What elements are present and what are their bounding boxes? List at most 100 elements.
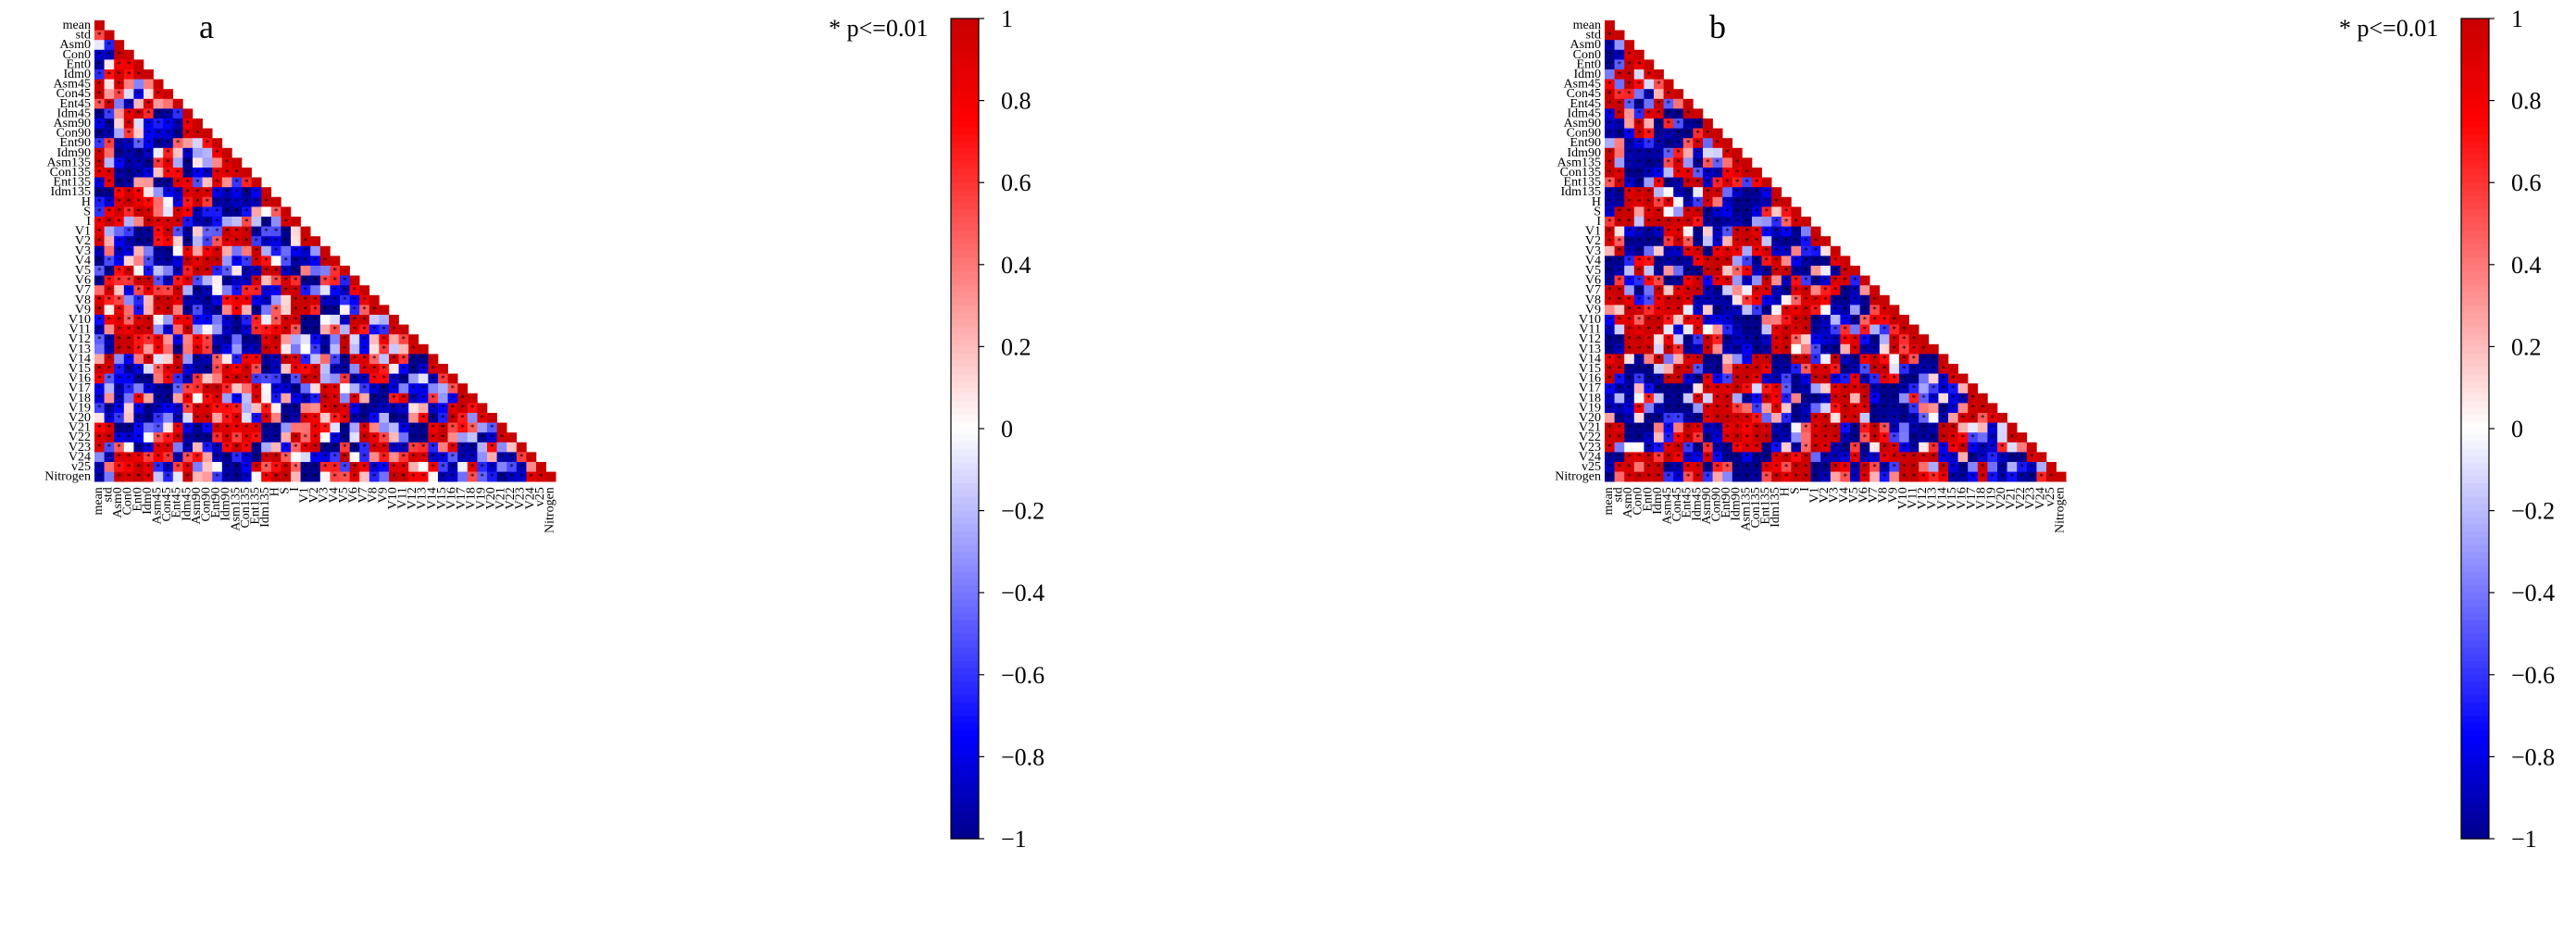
heatmap-cell [1752,393,1762,404]
significance-marker: * [1961,432,1966,442]
significance-marker: * [1706,453,1710,462]
significance-marker: * [1774,334,1779,343]
heatmap-cell [1703,275,1713,286]
significance-marker: * [1676,383,1681,393]
heatmap-cell [1614,187,1625,198]
heatmap-cell [202,373,213,384]
heatmap-cell [193,226,203,237]
significance-marker: * [1735,432,1740,442]
heatmap-cell [1682,118,1694,129]
significance-marker: * [1725,423,1730,432]
significance-marker: * [1744,168,1749,177]
heatmap-cell [251,471,262,482]
heatmap-cell [144,226,154,237]
heatmap-cell [163,294,174,305]
heatmap-cell [261,305,272,316]
colorbar-segment [2461,455,2489,464]
heatmap-cell [1968,452,1979,463]
heatmap-cell [1693,226,1704,237]
colorbar-segment [2461,120,2489,129]
heatmap-cell [231,471,243,482]
significance-marker: * [195,168,200,177]
heatmap-cell [1899,471,1909,482]
heatmap-cell [153,285,164,296]
heatmap-cell [1761,324,1772,335]
heatmap-cell [1801,334,1811,345]
heatmap-cell [1633,393,1644,404]
significance-marker: * [2000,472,2005,481]
significance-marker: * [274,364,279,373]
significance-marker: * [1765,197,1769,206]
heatmap-cell [144,364,154,374]
heatmap-cell [231,324,243,335]
significance-marker: * [176,256,181,266]
significance-marker: * [1843,334,1847,343]
heatmap-cell [1761,285,1772,296]
significance-marker: * [2020,462,2024,471]
heatmap-cell [221,266,232,276]
significance-marker: * [274,383,279,393]
significance-marker: * [1667,276,1671,285]
heatmap-cell [340,383,350,394]
significance-marker: * [225,227,230,236]
significance-marker: * [1735,315,1740,324]
colorbar-segment [2461,25,2489,33]
heatmap-cell [94,196,105,207]
heatmap-cell [1899,373,1909,384]
significance-marker: * [195,295,200,305]
heatmap-cell [300,226,311,237]
colorbar-segment [951,585,979,593]
heatmap-cell [1673,285,1684,296]
significance-marker: * [392,404,396,413]
heatmap-b: *** * ** * * ** * ** * * ** * * * ** * * * * ** * * * * * * ** * * * *… [1555,6,2555,853]
significance-marker: * [1823,393,1828,403]
significance-marker: * [127,60,131,69]
heatmap-cell [281,245,292,256]
significance-marker: * [146,374,151,383]
heatmap-cell [330,334,341,345]
significance-marker: * [117,325,121,334]
significance-marker: * [1932,364,1936,373]
heatmap-cell [369,413,380,423]
heatmap-cell [193,324,203,335]
heatmap-cell [94,393,105,404]
significance-marker: * [136,138,141,147]
heatmap-cell [310,343,321,355]
significance-marker: * [1686,472,1691,481]
heatmap-cell [270,413,281,423]
heatmap-cell [1742,294,1753,305]
heatmap-cell [1605,40,1615,51]
heatmap-cell [133,59,144,70]
heatmap-cell [1722,157,1733,168]
heatmap-cell [1781,442,1792,453]
significance-marker: * [136,168,141,177]
significance-marker: * [1823,334,1828,343]
heatmap-cell [1703,383,1713,394]
heatmap-cell [291,373,301,384]
heatmap-cell [1654,452,1664,463]
heatmap-cell [1732,452,1743,463]
heatmap-cell [172,471,183,482]
significance-marker: * [1882,305,1887,315]
heatmap-cell [428,432,439,443]
row-label: v25 [71,460,91,474]
heatmap-cell [1633,294,1644,305]
significance-marker: * [1618,187,1622,196]
colorbar-segment [951,230,979,238]
heatmap-cell [1732,168,1743,178]
heatmap-cell [1810,266,1821,276]
significance-marker: * [117,276,121,285]
significance-marker: * [421,355,426,364]
heatmap-cell [144,354,154,365]
significance-marker: * [1765,266,1769,275]
colorbar-segment [2461,284,2489,293]
heatmap-cell [231,373,243,384]
significance-marker: * [225,168,230,177]
significance-marker: * [1863,355,1868,364]
colorbar-segment [2461,298,2489,306]
heatmap-cell [496,452,507,463]
heatmap-cell [1614,266,1625,276]
significance-marker: * [1607,187,1612,196]
heatmap-cell [1801,343,1811,355]
significance-marker: * [225,325,230,334]
